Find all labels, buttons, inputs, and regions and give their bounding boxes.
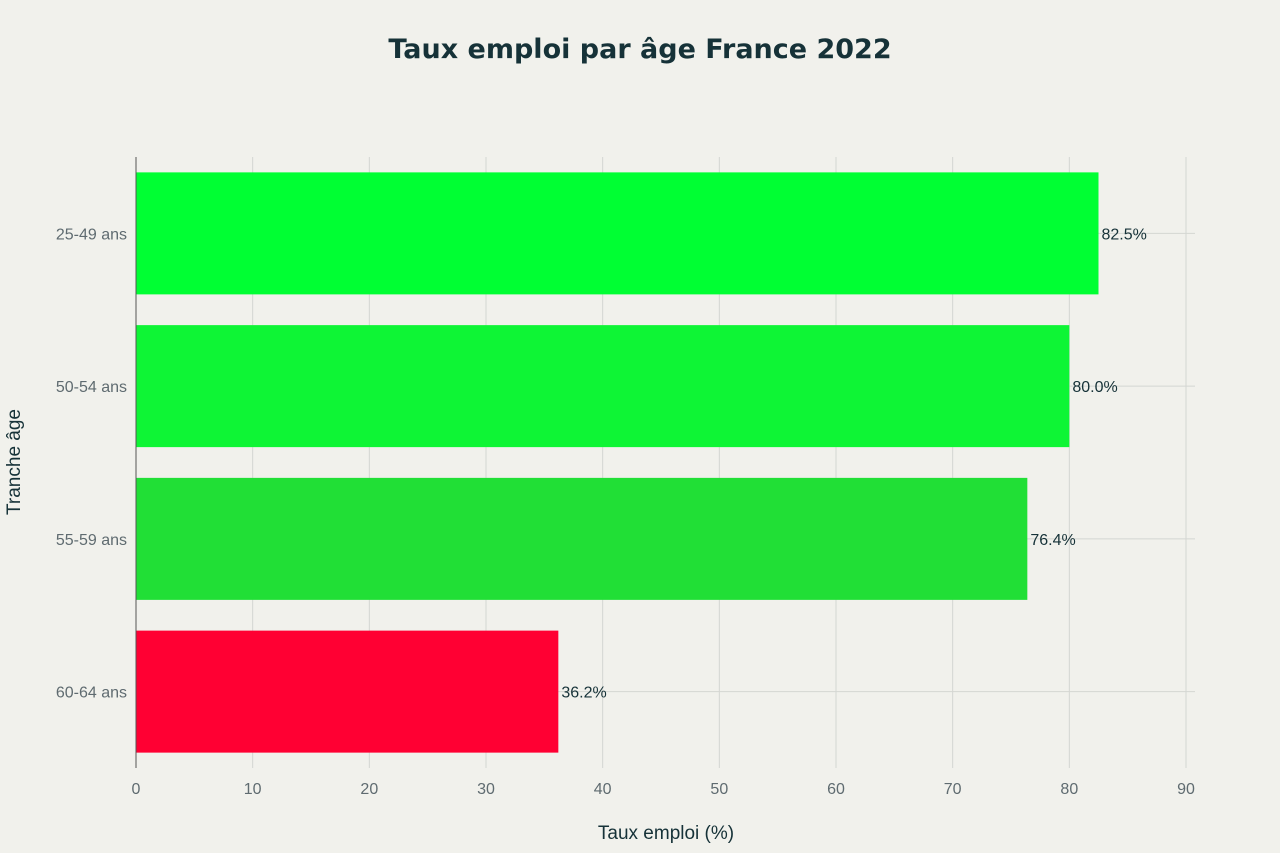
x-tick-label: 40 bbox=[594, 781, 612, 798]
y-tick-label: 25-49 ans bbox=[56, 226, 127, 243]
x-tick-label: 90 bbox=[1177, 781, 1195, 798]
bar-value-label: 82.5% bbox=[1102, 226, 1147, 243]
x-tick-label: 10 bbox=[244, 781, 262, 798]
y-tick-label: 50-54 ans bbox=[56, 379, 127, 396]
chart-title: Taux emploi par âge France 2022 bbox=[388, 34, 892, 65]
y-tick-labels: 25-49 ans 50-54 ans 55-59 ans 60-64 ans bbox=[56, 226, 127, 701]
x-tick-label: 20 bbox=[360, 781, 378, 798]
bar-value-label: 76.4% bbox=[1030, 532, 1075, 549]
bar-value-label: 80.0% bbox=[1072, 379, 1117, 396]
bar bbox=[136, 325, 1070, 448]
bar-value-label: 36.2% bbox=[561, 685, 606, 702]
x-tick-label: 50 bbox=[710, 781, 728, 798]
y-tick-label: 60-64 ans bbox=[56, 685, 127, 702]
x-tick-label: 60 bbox=[827, 781, 845, 798]
x-tick-labels: 0 10 20 30 40 50 60 70 80 90 bbox=[132, 781, 1195, 798]
x-tick-label: 30 bbox=[477, 781, 495, 798]
x-tick-label: 0 bbox=[132, 781, 141, 798]
bars bbox=[136, 172, 1099, 753]
x-axis-title: Taux emploi (%) bbox=[598, 823, 734, 844]
bar bbox=[136, 172, 1099, 295]
bar bbox=[136, 477, 1028, 600]
x-tick-label: 70 bbox=[944, 781, 962, 798]
data-labels: 82.5% 80.0% 76.4% 36.2% bbox=[561, 226, 1147, 701]
x-tick-label: 80 bbox=[1060, 781, 1078, 798]
y-axis-title: Tranche âge bbox=[4, 409, 25, 515]
y-tick-label: 55-59 ans bbox=[56, 532, 127, 549]
bar bbox=[136, 630, 559, 753]
